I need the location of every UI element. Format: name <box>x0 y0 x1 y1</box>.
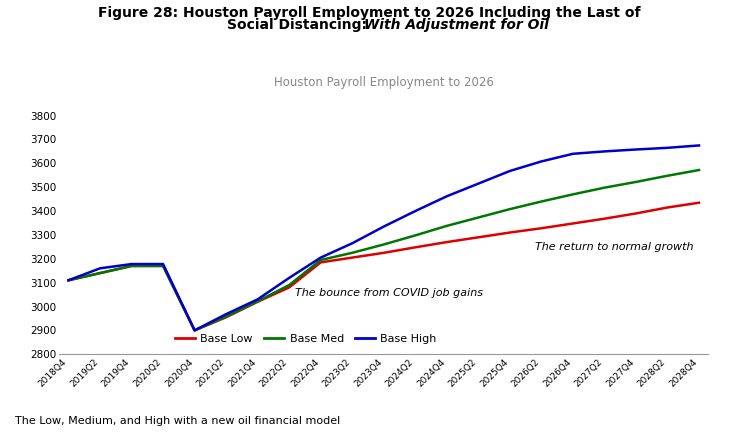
Base Med <box>442 223 451 229</box>
Base Low <box>600 216 609 221</box>
Base Low <box>159 264 168 269</box>
Base High <box>411 209 420 214</box>
Base Low <box>221 314 230 320</box>
Base Low <box>411 245 420 250</box>
Base Med <box>317 257 325 263</box>
Base High <box>127 261 136 267</box>
Base Med <box>568 192 577 197</box>
Base High <box>537 159 546 164</box>
Base High <box>506 168 514 174</box>
Line: Base High: Base High <box>69 146 699 330</box>
Text: Figure 28: Houston Payroll Employment to 2026 Including the Last of: Figure 28: Houston Payroll Employment to… <box>97 6 641 20</box>
Text: Social Distancing:: Social Distancing: <box>227 18 511 32</box>
Base Med <box>506 206 514 212</box>
Base High <box>348 241 356 246</box>
Base High <box>317 255 325 260</box>
Base High <box>64 278 73 283</box>
Base High <box>442 194 451 199</box>
Text: The Low, Medium, and High with a new oil financial model: The Low, Medium, and High with a new oil… <box>15 416 340 426</box>
Legend: Base Low, Base Med, Base High: Base Low, Base Med, Base High <box>170 330 441 349</box>
Base High <box>221 311 230 317</box>
Line: Base Low: Base Low <box>69 203 699 330</box>
Base Med <box>285 283 294 288</box>
Base High <box>663 145 672 150</box>
Base High <box>253 297 262 302</box>
Text: With Adjustment for Oil: With Adjustment for Oil <box>189 18 549 32</box>
Base Low <box>317 260 325 265</box>
Base High <box>96 266 105 271</box>
Base High <box>379 224 388 229</box>
Base Med <box>411 233 420 238</box>
Base High <box>694 143 703 148</box>
Base Med <box>190 328 199 333</box>
Line: Base Med: Base Med <box>69 170 699 330</box>
Base High <box>474 181 483 186</box>
Base Med <box>64 278 73 283</box>
Text: The return to normal growth: The return to normal growth <box>535 242 694 252</box>
Base Med <box>221 314 230 319</box>
Base Med <box>253 299 262 304</box>
Base Low <box>506 230 514 235</box>
Base Med <box>348 250 356 255</box>
Base Low <box>379 250 388 255</box>
Base Low <box>190 328 199 333</box>
Base High <box>190 328 199 333</box>
Base Low <box>632 211 641 216</box>
Base Med <box>632 179 641 184</box>
Base Med <box>663 173 672 178</box>
Base Low <box>537 226 546 231</box>
Base High <box>632 147 641 152</box>
Base Med <box>127 264 136 269</box>
Base Low <box>348 255 356 260</box>
Base Low <box>253 299 262 304</box>
Base Med <box>379 242 388 247</box>
Text: Houston Payroll Employment to 2026: Houston Payroll Employment to 2026 <box>274 76 494 89</box>
Base Low <box>285 285 294 290</box>
Base Low <box>694 200 703 205</box>
Base High <box>568 151 577 156</box>
Base Low <box>474 235 483 240</box>
Base Low <box>64 278 73 283</box>
Base Med <box>159 264 168 269</box>
Base Low <box>663 205 672 210</box>
Base Med <box>96 270 105 276</box>
Base Med <box>694 168 703 173</box>
Text: The bounce from COVID job gains: The bounce from COVID job gains <box>295 289 483 299</box>
Base Med <box>474 215 483 220</box>
Base Low <box>96 270 105 276</box>
Base Low <box>568 221 577 226</box>
Base High <box>600 149 609 154</box>
Base Low <box>442 239 451 245</box>
Base Med <box>537 199 546 204</box>
Base High <box>285 275 294 280</box>
Base Low <box>127 264 136 269</box>
Base Med <box>600 185 609 190</box>
Base High <box>159 261 168 267</box>
